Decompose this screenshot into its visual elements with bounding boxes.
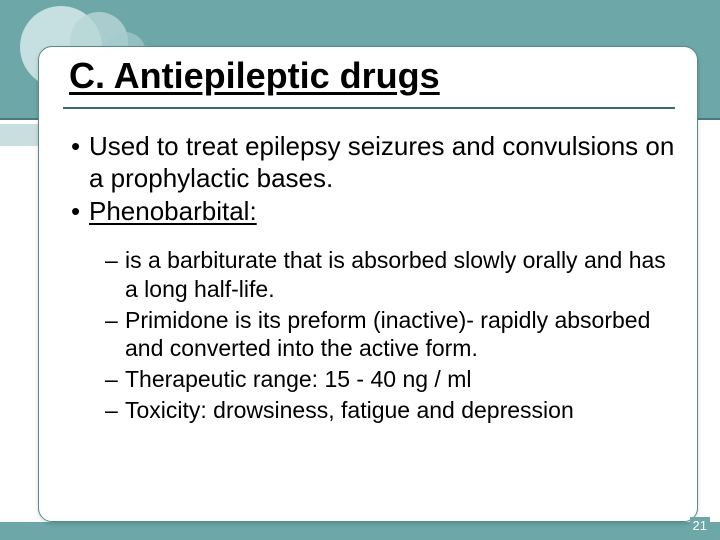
dash-icon: – xyxy=(105,365,125,394)
bullet-dot-icon: • xyxy=(71,131,89,194)
sub-bullet-text: Toxicity: drowsiness, fatigue and depres… xyxy=(125,396,574,425)
sub-bullet-item: – Toxicity: drowsiness, fatigue and depr… xyxy=(105,396,681,425)
bullet-text: Phenobarbital: xyxy=(89,196,257,228)
sub-bullet-text: Primidone is its preform (inactive)- rap… xyxy=(125,306,681,364)
bullet-item: • Phenobarbital: xyxy=(71,196,681,228)
dash-icon: – xyxy=(105,246,125,304)
sub-bullet-text: is a barbiturate that is absorbed slowly… xyxy=(125,246,681,304)
title-underline xyxy=(63,107,675,109)
sub-bullet-list: – is a barbiturate that is absorbed slow… xyxy=(71,246,681,425)
dash-icon: – xyxy=(105,396,125,425)
bullet-text: Used to treat epilepsy seizures and conv… xyxy=(89,131,681,194)
accent-block xyxy=(0,124,38,146)
dash-icon: – xyxy=(105,306,125,364)
sub-bullet-item: – is a barbiturate that is absorbed slow… xyxy=(105,246,681,304)
slide-title: C. Antiepileptic drugs xyxy=(69,55,440,97)
footer-band xyxy=(0,522,720,540)
sub-bullet-text: Therapeutic range: 15 - 40 ng / ml xyxy=(125,365,471,394)
bullet-item: • Used to treat epilepsy seizures and co… xyxy=(71,131,681,194)
bullet-list: • Used to treat epilepsy seizures and co… xyxy=(71,131,681,427)
bullet-dot-icon: • xyxy=(71,196,89,228)
slide: C. Antiepileptic drugs • Used to treat e… xyxy=(0,0,720,540)
sub-bullet-item: – Primidone is its preform (inactive)- r… xyxy=(105,306,681,364)
page-number: 21 xyxy=(690,517,710,534)
sub-bullet-item: – Therapeutic range: 15 - 40 ng / ml xyxy=(105,365,681,394)
content-panel: C. Antiepileptic drugs • Used to treat e… xyxy=(38,46,698,522)
